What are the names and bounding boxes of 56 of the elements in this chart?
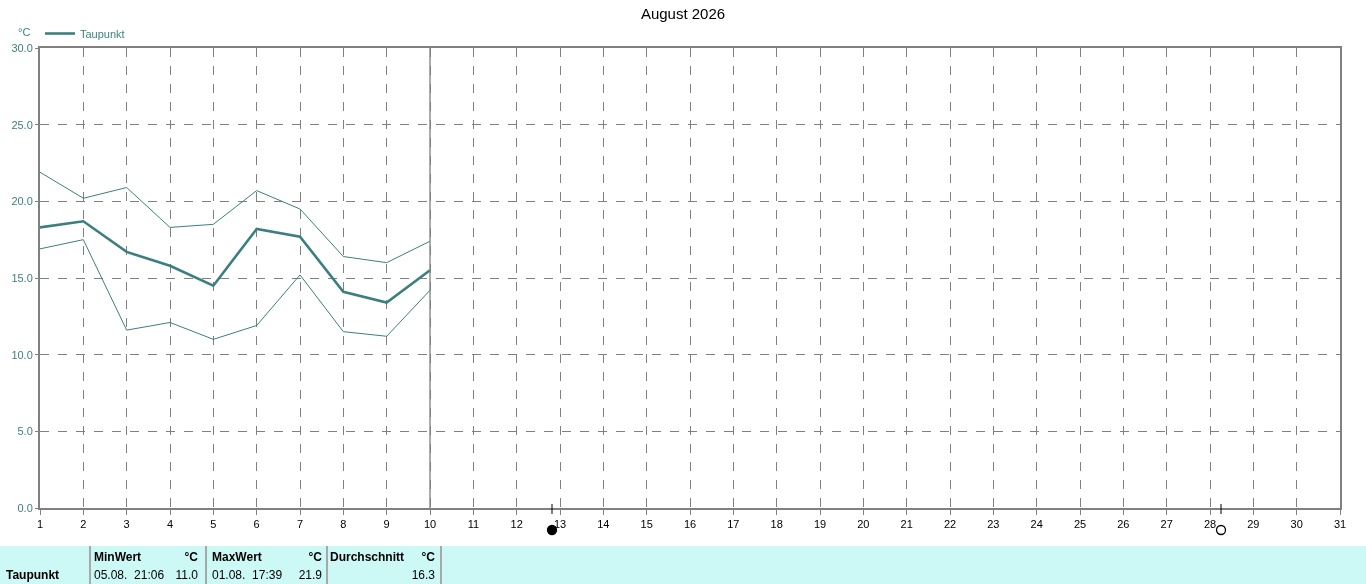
y-tick-label: 10.0	[11, 348, 33, 361]
x-tick-label: 1	[36, 518, 44, 531]
x-tick-label: 8	[340, 518, 347, 531]
chart-title: August 2026	[640, 4, 726, 22]
y-tick-label: 0.0	[17, 501, 33, 514]
x-tick-label: 30	[1290, 518, 1303, 531]
text: MinWert	[94, 550, 142, 564]
x-tick-label: 14	[597, 518, 610, 531]
x-tick-label: 24	[1030, 518, 1043, 531]
x-tick-label: 15	[640, 518, 653, 531]
x-tick-label: 2	[80, 518, 87, 531]
text: °C	[184, 550, 198, 564]
text: 16.3	[411, 568, 435, 582]
x-tick-label: 26	[1117, 518, 1130, 531]
x-tick-label: 5	[210, 518, 217, 531]
line-series	[40, 239, 431, 340]
y-tick-label: 30.0	[11, 41, 33, 54]
x-tick-label: 27	[1160, 518, 1173, 531]
y-axis-title: °C	[18, 26, 31, 38]
x-tick-label: 19	[813, 518, 827, 531]
y-tick-label: 5.0	[17, 425, 33, 438]
x-tick-label: 9	[383, 518, 390, 531]
text: 11.0	[175, 568, 198, 582]
x-tick-label: 11	[467, 518, 480, 531]
text: Taupunkt	[6, 568, 60, 582]
x-tick-label: 7	[296, 518, 304, 531]
x-tick-label: 22	[943, 518, 957, 531]
y-tick-label: 15.0	[11, 271, 33, 284]
x-tick-label: 12	[510, 518, 523, 531]
y-tick-label: 20.0	[11, 195, 33, 208]
x-tick-label: 20	[857, 518, 870, 531]
text: 21.9	[298, 568, 322, 582]
x-tick-label: 3	[123, 518, 130, 531]
legend-label: Taupunkt	[80, 27, 125, 40]
text: 01.08. 17:39	[212, 568, 283, 582]
line-series	[40, 171, 431, 264]
x-tick-label: 28	[1203, 518, 1217, 531]
text: Durchschnitt	[330, 550, 405, 564]
x-tick-label: 29	[1247, 518, 1260, 531]
x-tick-label: 21	[900, 518, 913, 531]
x-tick-label: 10	[423, 518, 437, 531]
x-tick-label: 16	[683, 518, 697, 531]
x-tick-label: 18	[770, 518, 783, 531]
text: °C	[421, 550, 435, 564]
x-tick-label: 31	[1333, 518, 1347, 531]
text: MaxWert	[212, 550, 262, 564]
x-tick-label: 23	[987, 518, 1000, 531]
text: °C	[308, 550, 322, 564]
x-tick-label: 4	[166, 518, 174, 531]
y-tick-label: 25.0	[11, 118, 33, 131]
x-tick-label: 25	[1073, 518, 1087, 531]
x-tick-label: 17	[727, 518, 740, 531]
x-tick-label: 13	[553, 518, 567, 531]
text: 05.08. 21:06	[94, 568, 165, 582]
x-tick-label: 6	[253, 518, 260, 531]
line-series	[40, 219, 432, 304]
